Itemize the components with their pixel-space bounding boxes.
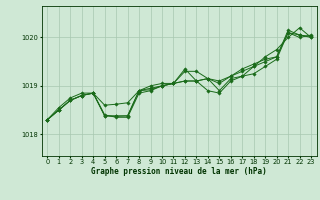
X-axis label: Graphe pression niveau de la mer (hPa): Graphe pression niveau de la mer (hPa) — [91, 167, 267, 176]
